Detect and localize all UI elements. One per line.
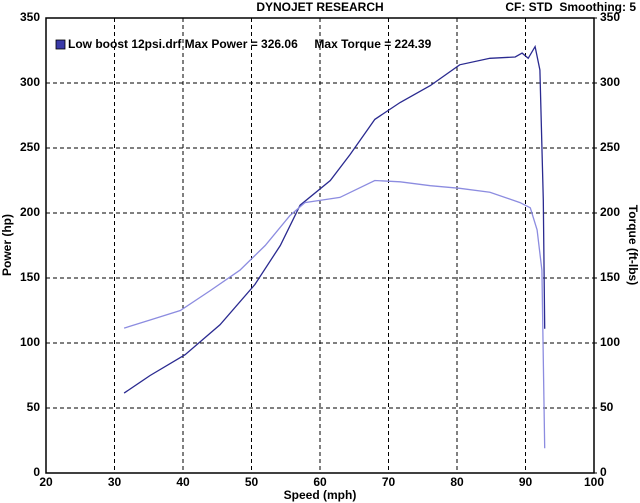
legend-swatch xyxy=(55,39,66,50)
x-tick-label: 90 xyxy=(519,475,533,489)
y2-tick-label: 50 xyxy=(600,400,614,414)
x-tick-label: 50 xyxy=(245,475,259,489)
x-axis-label: Speed (mph) xyxy=(284,488,357,502)
y2-tick-label: 200 xyxy=(600,205,620,219)
chart-title: DYNOJET RESEARCH xyxy=(256,0,383,14)
plot-frame xyxy=(45,17,595,474)
x-tick-label: 70 xyxy=(382,475,396,489)
x-tick-label: 20 xyxy=(39,475,53,489)
y-tick-label: 250 xyxy=(20,140,40,154)
y-tick-label: 150 xyxy=(20,270,40,284)
line-series xyxy=(123,179,546,449)
y2-tick-label: 100 xyxy=(600,335,620,349)
y-tick-label: 100 xyxy=(20,335,40,349)
legend-text: Low boost 12psi.drf Max Power = 326.06 M… xyxy=(68,37,432,51)
y-axis-label: Power (hp) xyxy=(0,214,14,276)
y-tick-label: 350 xyxy=(20,10,40,24)
y2-tick-label: 250 xyxy=(600,140,620,154)
y-tick-label: 50 xyxy=(27,400,41,414)
y-tick-label: 0 xyxy=(33,465,40,479)
y2-axis-label: Torque (ft-lbs) xyxy=(626,205,640,285)
y2-tick-label: 300 xyxy=(600,75,620,89)
chart-subtitle: CF: STD Smoothing: 5 xyxy=(505,0,636,14)
x-tick-label: 60 xyxy=(313,475,327,489)
y2-tick-label: 150 xyxy=(600,270,620,284)
y2-tick-label: 0 xyxy=(600,465,607,479)
x-tick-label: 40 xyxy=(176,475,190,489)
line-series xyxy=(123,44,546,394)
x-tick-label: 100 xyxy=(584,475,604,489)
y2-tick-label: 350 xyxy=(600,10,620,24)
y-tick-label: 200 xyxy=(20,205,40,219)
y-tick-label: 300 xyxy=(20,75,40,89)
x-tick-label: 80 xyxy=(450,475,464,489)
x-tick-label: 30 xyxy=(108,475,122,489)
